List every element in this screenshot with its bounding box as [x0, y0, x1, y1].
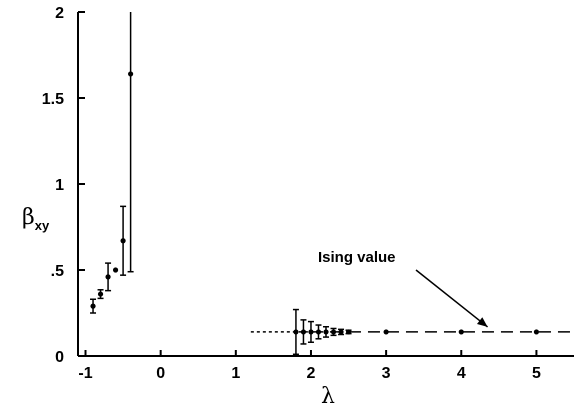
point-marker	[308, 329, 314, 335]
annotation-arrow	[415, 269, 489, 328]
data-point	[338, 328, 345, 336]
point-marker	[458, 329, 464, 335]
x-tick-label: 1	[231, 365, 240, 382]
point-marker	[330, 329, 337, 335]
data-point	[97, 289, 104, 300]
y-tick-label: .5	[51, 263, 64, 280]
y-tick-label: 1.5	[42, 91, 64, 108]
data-point	[533, 329, 540, 335]
y-tick-label: 0	[55, 349, 64, 366]
data-point	[90, 298, 97, 314]
y-axis-label: βxy	[22, 205, 50, 233]
x-tick-label: 0	[156, 365, 165, 382]
point-marker	[323, 329, 329, 335]
y-axis-label-sub: xy	[35, 218, 50, 233]
data-point	[292, 308, 299, 356]
point-marker	[90, 303, 96, 309]
data-point	[307, 320, 314, 343]
data-point	[300, 319, 307, 345]
point-marker	[97, 291, 104, 297]
x-tick-label: -1	[78, 365, 92, 382]
x-axis-ticks: -1 0 1 2 3 4 5	[78, 350, 541, 382]
point-marker	[345, 329, 352, 335]
data-point	[105, 262, 112, 292]
x-tick-label: 4	[457, 365, 466, 382]
point-marker	[120, 238, 126, 244]
point-marker	[533, 329, 540, 335]
x-tick-label: 3	[382, 365, 391, 382]
x-axis-label: λ	[321, 384, 335, 409]
y-tick-label: 2	[55, 5, 64, 22]
point-marker	[315, 329, 322, 335]
plot-frame	[77, 12, 574, 357]
annotation-text: Ising value	[318, 249, 396, 266]
data-point	[315, 324, 322, 340]
point-marker	[338, 329, 344, 335]
annotation: Ising value	[318, 249, 489, 328]
data-point	[127, 12, 134, 273]
point-marker	[105, 274, 111, 280]
y-tick-label: 1	[55, 177, 64, 194]
point-marker	[293, 329, 299, 335]
data-point	[323, 326, 329, 338]
data-point	[330, 327, 337, 337]
x-tick-label: 5	[532, 365, 541, 382]
annotation-arrowhead	[476, 317, 488, 327]
data-point	[345, 329, 352, 335]
x-tick-label: 2	[307, 365, 316, 382]
data-point	[383, 329, 389, 335]
point-marker	[300, 329, 307, 335]
point-marker	[128, 71, 134, 77]
data-point	[112, 267, 119, 273]
data-point	[120, 205, 127, 276]
data-point	[458, 329, 464, 335]
y-axis-ticks: 0 .5 1 1.5 2	[42, 5, 85, 366]
y-axis-label-main: β	[22, 205, 35, 230]
data-points	[90, 12, 540, 356]
point-marker	[112, 267, 119, 273]
point-marker	[383, 329, 389, 335]
